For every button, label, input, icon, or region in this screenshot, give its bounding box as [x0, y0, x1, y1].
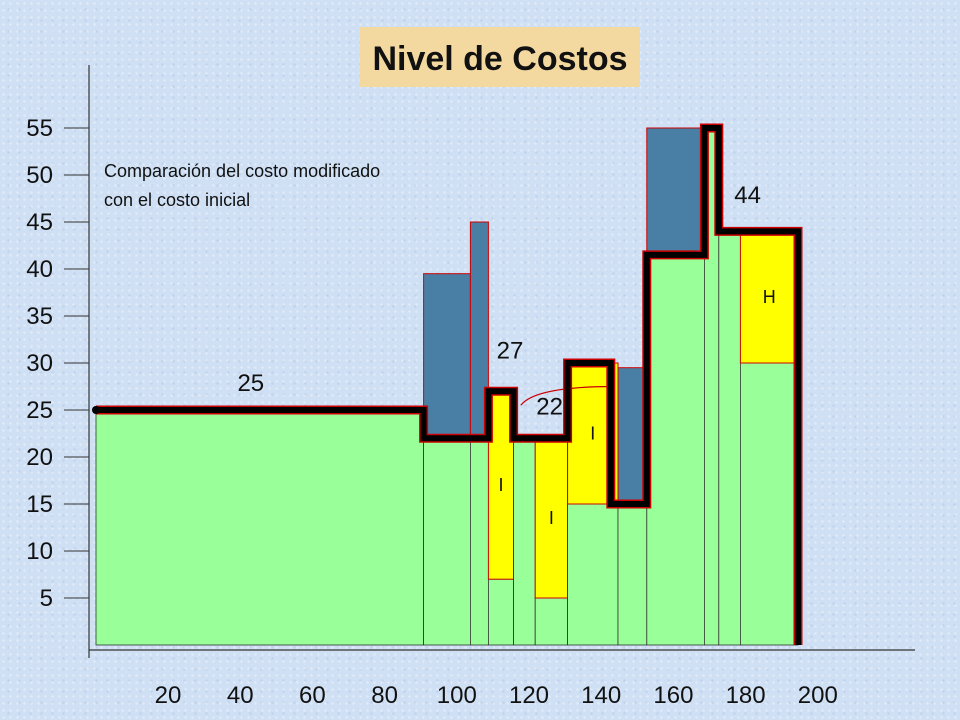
bar-base	[617, 503, 648, 646]
x-tick-label: 20	[155, 682, 182, 709]
bar-reduction-segment	[423, 273, 471, 439]
x-tick-label: 120	[509, 682, 549, 709]
x-tick-label: 100	[437, 682, 477, 709]
x-tick-label: 200	[798, 682, 838, 709]
value-annotation: 27	[497, 337, 524, 364]
bar-segment-label: H	[763, 287, 776, 307]
y-tick-label: 25	[26, 397, 53, 424]
value-annotation: 25	[237, 370, 264, 397]
x-tick-label: 40	[227, 682, 254, 709]
cost-line-start-dot	[92, 406, 100, 414]
x-tick-label: 180	[726, 682, 766, 709]
bar-segment-label: I	[498, 475, 503, 495]
x-tick-label: 80	[371, 682, 398, 709]
y-tick-label: 15	[26, 491, 53, 518]
bar-base	[469, 437, 489, 646]
bar-base	[95, 409, 425, 646]
bar-segment-label: I	[590, 424, 595, 444]
x-tick-label: 60	[299, 682, 326, 709]
value-annotation: 44	[734, 182, 761, 209]
axes: 5 10 15 20 25 30 35 40 45 50 55 20 40 60 80 100 120 140 16…	[26, 65, 915, 709]
bar-base	[513, 437, 536, 646]
bar-base	[646, 254, 705, 646]
y-tick-label: 10	[26, 538, 53, 565]
bar-base	[487, 578, 514, 646]
title-group: Nivel de Costos	[360, 27, 640, 87]
bar-base	[534, 597, 569, 646]
plot-area: I I I H 25 27 22 44	[92, 123, 803, 646]
bar-base	[740, 362, 799, 646]
y-tick-label: 55	[26, 115, 53, 142]
bar-base	[718, 230, 741, 646]
chart-title: Nivel de Costos	[372, 40, 627, 78]
cost-line	[96, 125, 801, 645]
x-tick-label: 160	[653, 682, 693, 709]
y-tick-label: 50	[26, 162, 53, 189]
subtitle-line-2: con el costo inicial	[104, 190, 250, 210]
subtitle-line-1: Comparación del costo modificado	[104, 161, 380, 181]
bar-increase-segment	[739, 230, 799, 364]
y-tick-label: 30	[26, 350, 53, 377]
y-tick-label: 40	[26, 256, 53, 283]
y-tick-label: 5	[40, 585, 53, 612]
bar-base	[423, 437, 471, 646]
y-tick-label: 45	[26, 209, 53, 236]
bar-reduction-segment	[646, 127, 705, 256]
bar-base	[567, 503, 619, 646]
x-tick-label: 140	[581, 682, 621, 709]
connector-arc	[520, 385, 615, 406]
bar-segment-label: I	[549, 508, 554, 528]
y-tick-label: 20	[26, 444, 53, 471]
value-annotation: 22	[536, 394, 563, 421]
y-tick-label: 35	[26, 303, 53, 330]
subtitle: Comparación del costo modificado con el …	[104, 161, 380, 210]
title-background	[360, 27, 640, 87]
